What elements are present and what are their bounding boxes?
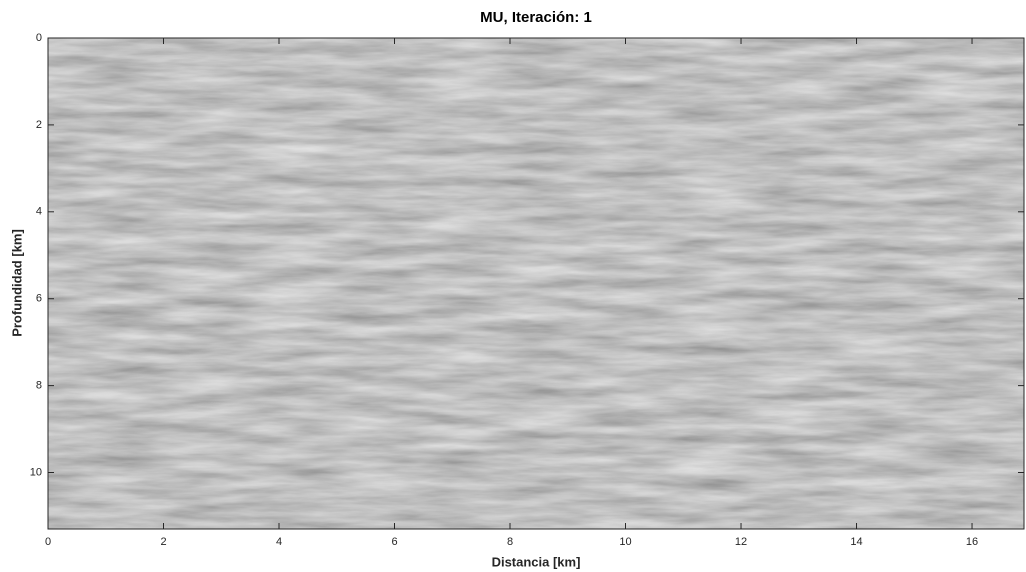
y-axis-label: Profundidad [km]: [9, 229, 24, 337]
x-axis-label: Distancia [km]: [492, 554, 581, 569]
x-tick-label: 14: [850, 536, 862, 548]
axes-box: [47, 37, 1025, 530]
y-tick-label: 10: [30, 466, 42, 478]
chart-title: MU, Iteración: 1: [480, 9, 592, 26]
y-tick-label: 8: [36, 380, 42, 392]
x-tick-label: 6: [391, 536, 397, 548]
y-tick-label: 6: [36, 293, 42, 305]
seismic-image: [48, 38, 1024, 529]
x-tick-label: 2: [160, 536, 166, 548]
plot-area: [48, 38, 1024, 529]
x-tick-label: 8: [507, 536, 513, 548]
y-tick-label: 4: [36, 206, 42, 218]
x-tick-label: 16: [966, 536, 978, 548]
x-tick-label: 0: [45, 536, 51, 548]
x-tick-label: 4: [276, 536, 282, 548]
x-tick-label: 12: [735, 536, 747, 548]
y-tick-label: 2: [36, 119, 42, 131]
x-tick-label: 10: [619, 536, 631, 548]
y-tick-label: 0: [36, 32, 42, 44]
